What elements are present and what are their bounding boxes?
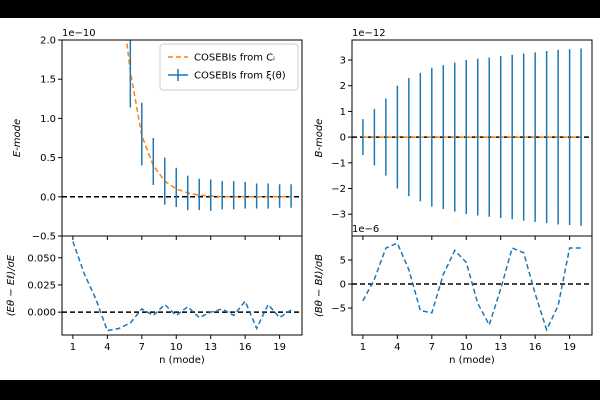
x-tick-label: 13: [494, 342, 507, 353]
dashed-line: [72, 241, 292, 332]
y-axis-label: (Eθ − Eℓ)/σE: [6, 254, 17, 316]
y-tick-label: −2: [331, 184, 346, 195]
y-tick-label: 2: [340, 81, 346, 92]
axes-frame: [351, 39, 593, 237]
y-tick-label: −0.5: [32, 232, 56, 243]
x-tick-label: 19: [273, 342, 286, 353]
y-tick-label: 1.5: [40, 75, 56, 86]
bottom-bar: [0, 380, 600, 400]
y-tick-label: 1: [340, 107, 346, 118]
y-tick-label: −3: [331, 210, 346, 221]
y-tick-label: 0.050: [27, 253, 56, 264]
legend-label: COSEBIs from Cₗ: [194, 53, 275, 64]
y-tick-label: 0.0: [40, 192, 56, 203]
offset-text: 1e−6: [352, 224, 379, 235]
plot-area: [352, 242, 592, 332]
offset-text: 1e−12: [352, 28, 386, 39]
dashed-line: [125, 40, 292, 198]
y-tick-label: 2.0: [40, 36, 56, 47]
axes-frame: [351, 235, 593, 336]
y-axis-label: B-mode: [314, 119, 325, 158]
top-bar: [0, 0, 600, 18]
x-tick-label: 7: [139, 342, 145, 353]
dashed-line: [362, 242, 582, 332]
x-tick-label: 4: [394, 342, 400, 353]
y-tick-label: −1: [331, 158, 346, 169]
plot-area: [352, 48, 592, 226]
plot-area: [62, 241, 302, 332]
x-tick-label: 7: [429, 342, 435, 353]
x-tick-label: 1: [70, 342, 76, 353]
x-tick-label: 10: [460, 342, 473, 353]
x-tick-label: 16: [529, 342, 542, 353]
y-tick-label: 5: [340, 256, 346, 267]
offset-text: 1e−10: [62, 28, 96, 39]
y-tick-label: 0: [340, 133, 346, 144]
axes-frame: [61, 235, 303, 336]
y-tick-label: 0.000: [27, 308, 56, 319]
y-axis-label: E-mode: [12, 119, 23, 157]
x-tick-label: 10: [170, 342, 183, 353]
legend-label: COSEBIs from ξ(θ): [194, 71, 286, 82]
y-axis-label: (Bθ − Bℓ)/σB: [314, 254, 325, 317]
x-tick-label: 1: [360, 342, 366, 353]
x-tick-label: 13: [204, 342, 217, 353]
plot-area: [62, 40, 302, 211]
x-tick-label: 4: [104, 342, 110, 353]
x-tick-label: 16: [239, 342, 252, 353]
y-tick-label: 0: [340, 280, 346, 291]
y-tick-label: 0.5: [40, 153, 56, 164]
y-tick-label: 1.0: [40, 114, 56, 125]
y-tick-label: −5: [331, 304, 346, 315]
x-tick-label: 19: [563, 342, 576, 353]
x-axis-label: n (mode): [449, 355, 495, 366]
x-axis-label: n (mode): [159, 355, 205, 366]
y-tick-label: 0.025: [27, 280, 56, 291]
legend-box: [159, 43, 299, 91]
y-tick-label: 3: [340, 56, 346, 67]
